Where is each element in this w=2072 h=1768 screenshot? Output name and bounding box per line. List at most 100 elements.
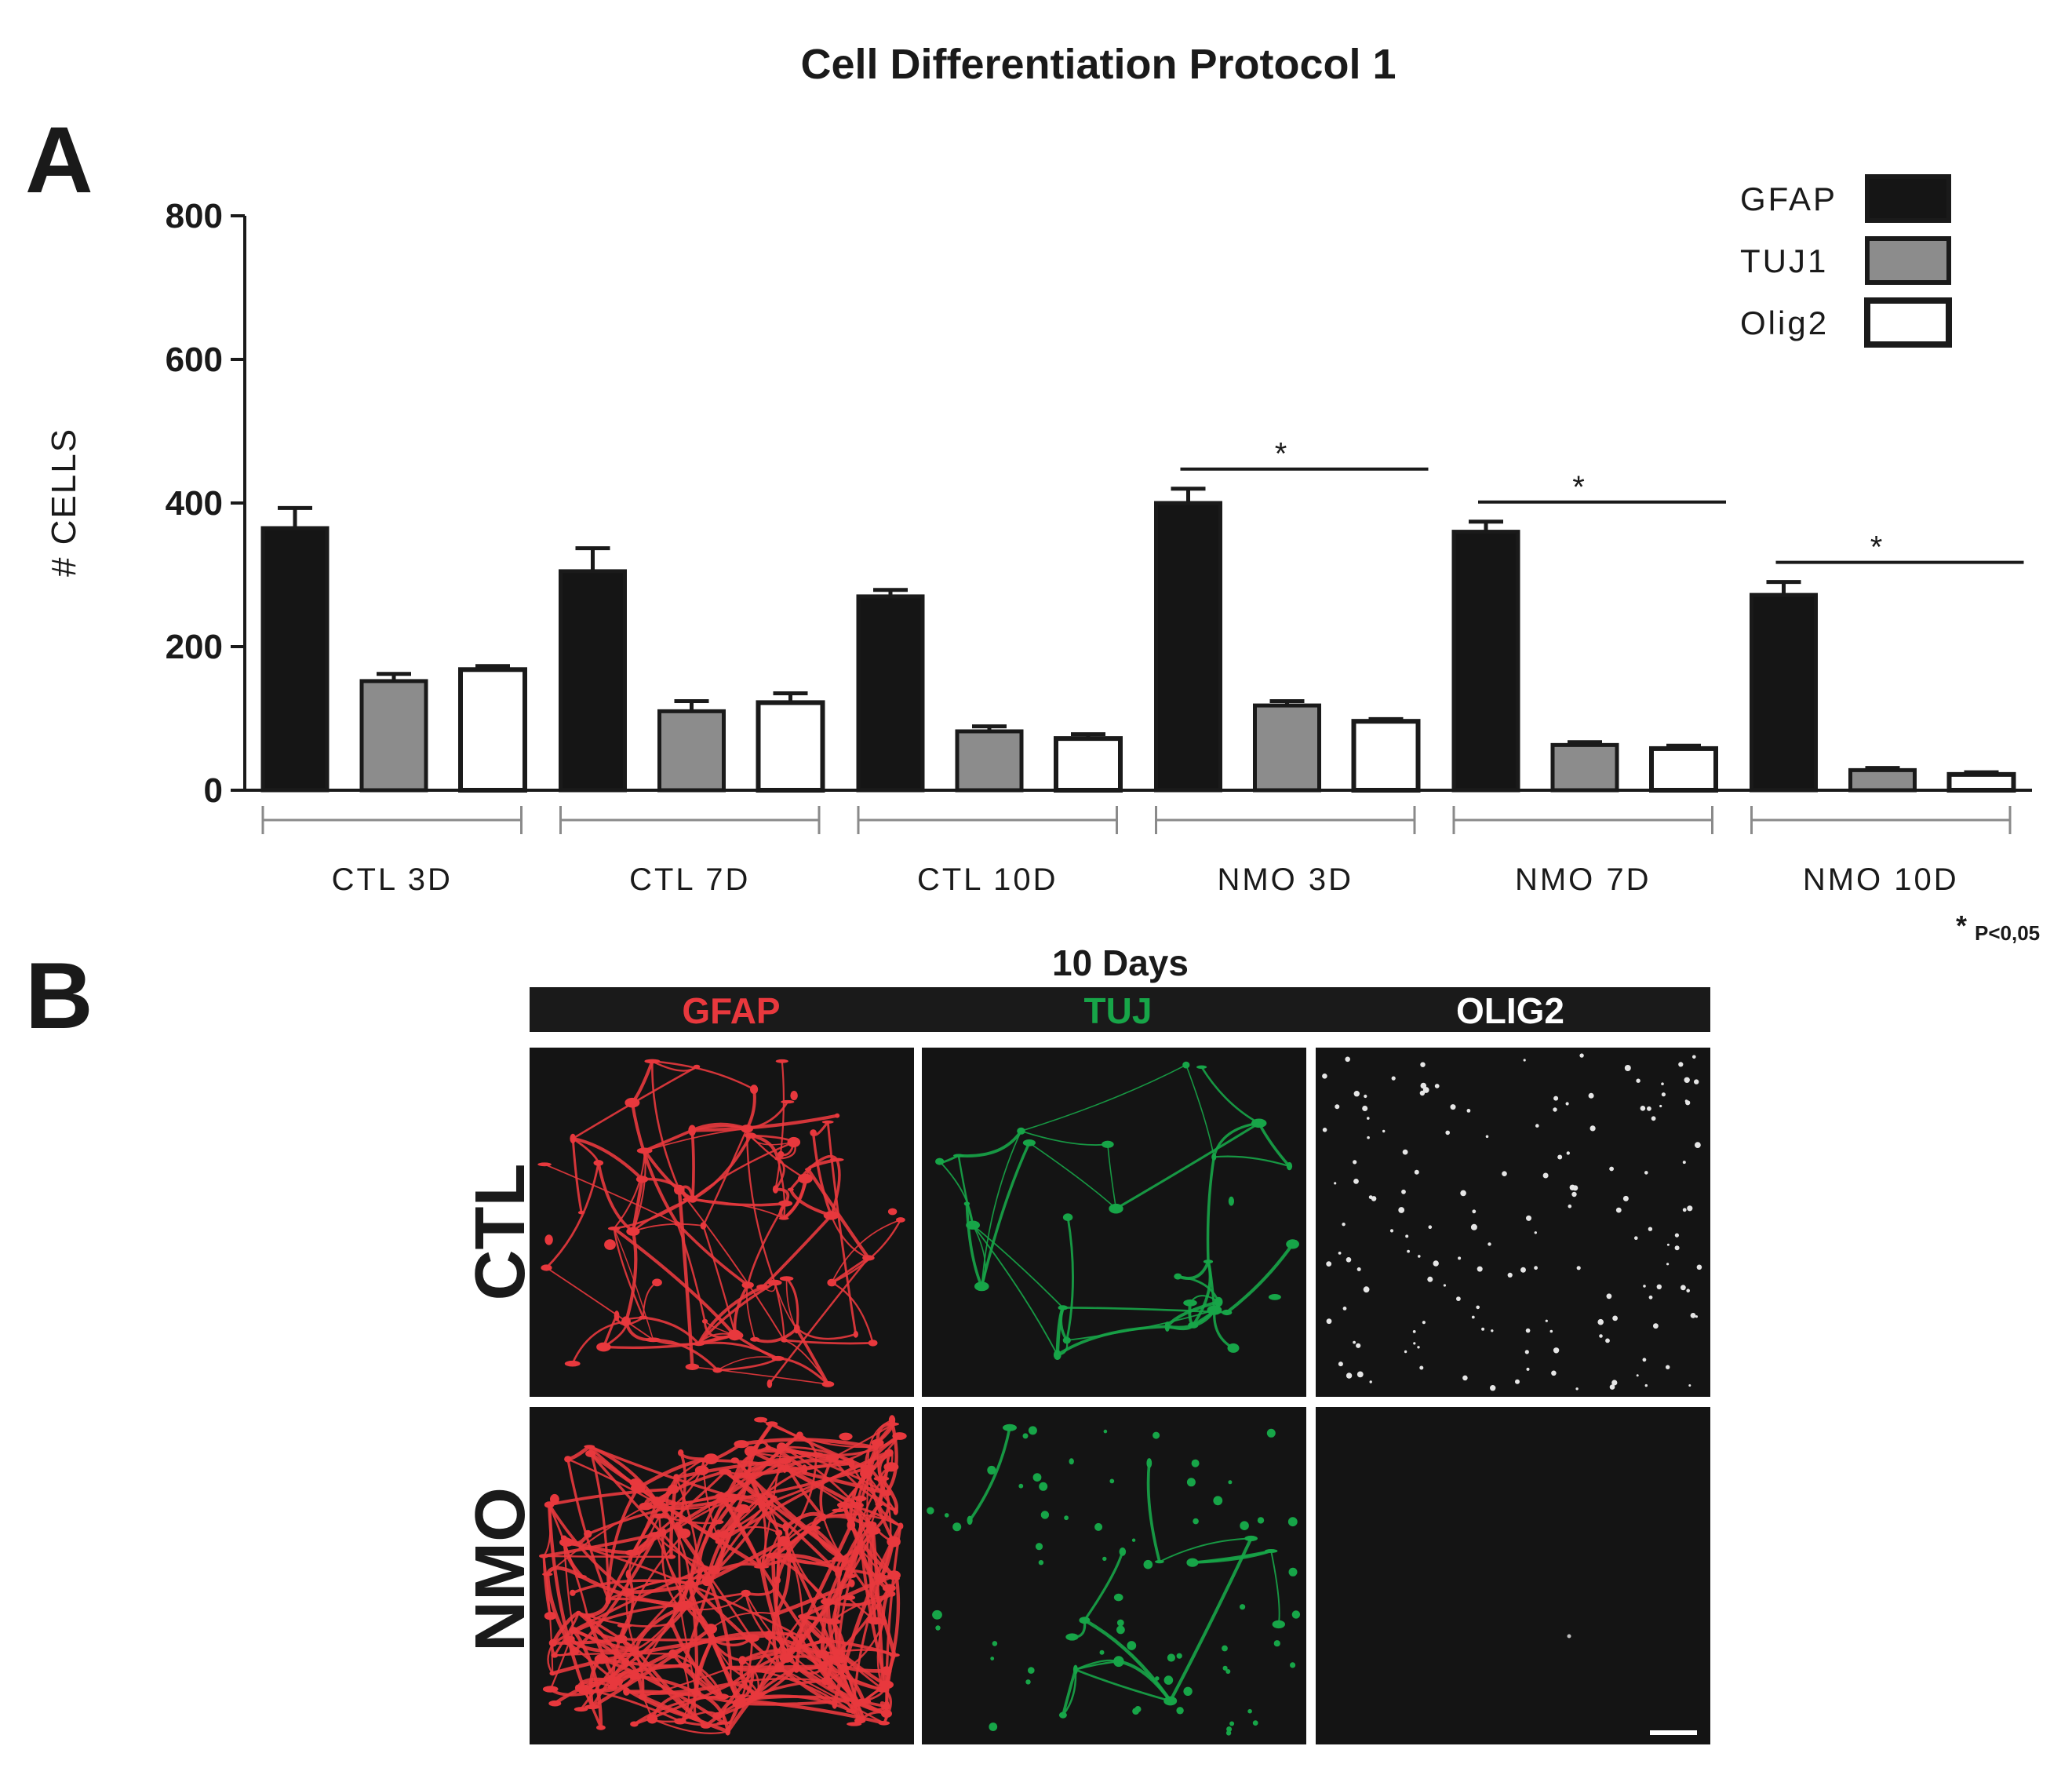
nucleus-dot bbox=[1176, 1653, 1182, 1659]
cell-body bbox=[1174, 1273, 1182, 1280]
nucleus-dot bbox=[1490, 1385, 1496, 1391]
nucleus-dot bbox=[1682, 1161, 1686, 1165]
nucleus-dot bbox=[1523, 1059, 1526, 1062]
cell-body bbox=[818, 1637, 831, 1644]
x-tick-label: NMO 10D bbox=[1803, 862, 1959, 897]
cell-process bbox=[552, 1602, 686, 1645]
cell-body bbox=[596, 1342, 611, 1352]
nucleus-dot bbox=[1334, 1182, 1337, 1185]
cell-process bbox=[675, 1459, 785, 1480]
cell-process bbox=[633, 1583, 691, 1678]
nucleus-dot bbox=[1338, 1362, 1343, 1367]
significance-star: * bbox=[1572, 470, 1585, 505]
nucleus-dot bbox=[1524, 1350, 1529, 1354]
cell-body bbox=[725, 1727, 730, 1736]
cell-body bbox=[974, 1281, 989, 1292]
cell-body bbox=[696, 1575, 702, 1581]
cell-process bbox=[611, 1638, 713, 1689]
cell-process bbox=[716, 1679, 827, 1718]
nucleus-dot bbox=[1342, 1307, 1347, 1311]
bar-tuj1-nmo-10d bbox=[1848, 767, 1917, 793]
cell-process bbox=[749, 1135, 807, 1179]
nucleus-dot bbox=[1502, 1171, 1507, 1176]
cell-process bbox=[1118, 1660, 1172, 1702]
cell-body bbox=[748, 1668, 759, 1672]
nucleus-dot bbox=[1345, 1056, 1350, 1063]
cell-body bbox=[1214, 1296, 1223, 1307]
cell-body bbox=[775, 1529, 783, 1537]
nucleus-dot bbox=[1163, 1675, 1174, 1685]
nucleus-dot bbox=[1022, 1433, 1029, 1439]
channel-label-gfap: GFAP bbox=[682, 990, 780, 1031]
nucleus-dot bbox=[1624, 1065, 1631, 1071]
cell-process bbox=[563, 1537, 575, 1631]
cell-body bbox=[765, 1552, 781, 1559]
cell-body bbox=[564, 1456, 572, 1463]
cell-body bbox=[638, 1693, 647, 1701]
cell-process bbox=[613, 1227, 737, 1336]
nucleus-dot bbox=[1636, 1078, 1640, 1083]
cell-body bbox=[608, 1227, 621, 1230]
cell-body bbox=[748, 1695, 762, 1700]
nucleus-dot bbox=[1588, 1092, 1594, 1099]
nucleus-dot bbox=[1167, 1653, 1175, 1662]
cell-process bbox=[589, 1452, 763, 1569]
nucleus-dot bbox=[1684, 1077, 1690, 1084]
cell-body bbox=[585, 1449, 596, 1457]
nucleus-dot bbox=[1025, 1679, 1031, 1685]
p-value-star: * bbox=[1956, 910, 1967, 942]
cell-process bbox=[569, 1637, 636, 1653]
nucleus-dot bbox=[1666, 1243, 1670, 1246]
cell-body bbox=[674, 1221, 681, 1227]
nucleus-dot bbox=[1534, 1266, 1538, 1270]
cell-process bbox=[677, 1190, 694, 1367]
cell-body bbox=[835, 1113, 840, 1118]
nucleus-dot bbox=[1127, 1641, 1137, 1650]
nucleus-dot bbox=[1488, 1242, 1491, 1246]
cell-body bbox=[896, 1217, 905, 1223]
cell-process bbox=[1146, 1463, 1161, 1562]
nucleus-dot bbox=[1445, 1130, 1450, 1136]
cell-body bbox=[873, 1476, 890, 1482]
cell-body bbox=[772, 1185, 779, 1194]
cell-body bbox=[636, 1147, 653, 1154]
cell-body bbox=[750, 1336, 760, 1342]
cell-body bbox=[790, 1091, 798, 1101]
nucleus-dot bbox=[1456, 1296, 1461, 1301]
cell-process bbox=[832, 1423, 894, 1459]
nucleus-dot bbox=[1407, 1249, 1410, 1253]
cell-body bbox=[639, 1502, 653, 1511]
nucleus-dot bbox=[1472, 1209, 1477, 1214]
cell-body bbox=[1183, 1299, 1197, 1307]
cell-body bbox=[887, 1208, 898, 1216]
nucleus-dot bbox=[1422, 1087, 1429, 1093]
cell-body bbox=[1196, 1065, 1207, 1070]
cell-process bbox=[774, 1282, 785, 1340]
nucleus-dot bbox=[1176, 1707, 1184, 1715]
nucleus-dot bbox=[1287, 1517, 1298, 1527]
cell-body bbox=[625, 1569, 632, 1579]
cell-body bbox=[635, 1176, 649, 1183]
cell-process bbox=[1214, 1155, 1290, 1168]
cell-process bbox=[784, 1339, 873, 1345]
cell-body bbox=[683, 1198, 696, 1201]
cell-process bbox=[958, 1130, 1023, 1157]
cell-process bbox=[596, 1162, 635, 1233]
cell-body bbox=[789, 1556, 796, 1563]
cell-body bbox=[1163, 1696, 1178, 1706]
y-tick-label: 400 bbox=[166, 484, 223, 523]
cell-process bbox=[552, 1637, 621, 1645]
nucleus-dot bbox=[1382, 1129, 1386, 1133]
cell-process bbox=[795, 1328, 830, 1385]
nucleus-dot bbox=[1369, 1380, 1372, 1383]
cell-body bbox=[782, 1522, 789, 1532]
cell-body bbox=[542, 1686, 559, 1693]
cell-body bbox=[744, 1634, 759, 1642]
cell-body bbox=[662, 1506, 670, 1513]
cell-body bbox=[715, 1693, 730, 1700]
cell-body bbox=[584, 1445, 595, 1449]
cell-process bbox=[774, 1157, 785, 1190]
cell-body bbox=[854, 1545, 864, 1550]
cell-process bbox=[690, 1130, 695, 1200]
nucleus-dot bbox=[1648, 1295, 1653, 1300]
